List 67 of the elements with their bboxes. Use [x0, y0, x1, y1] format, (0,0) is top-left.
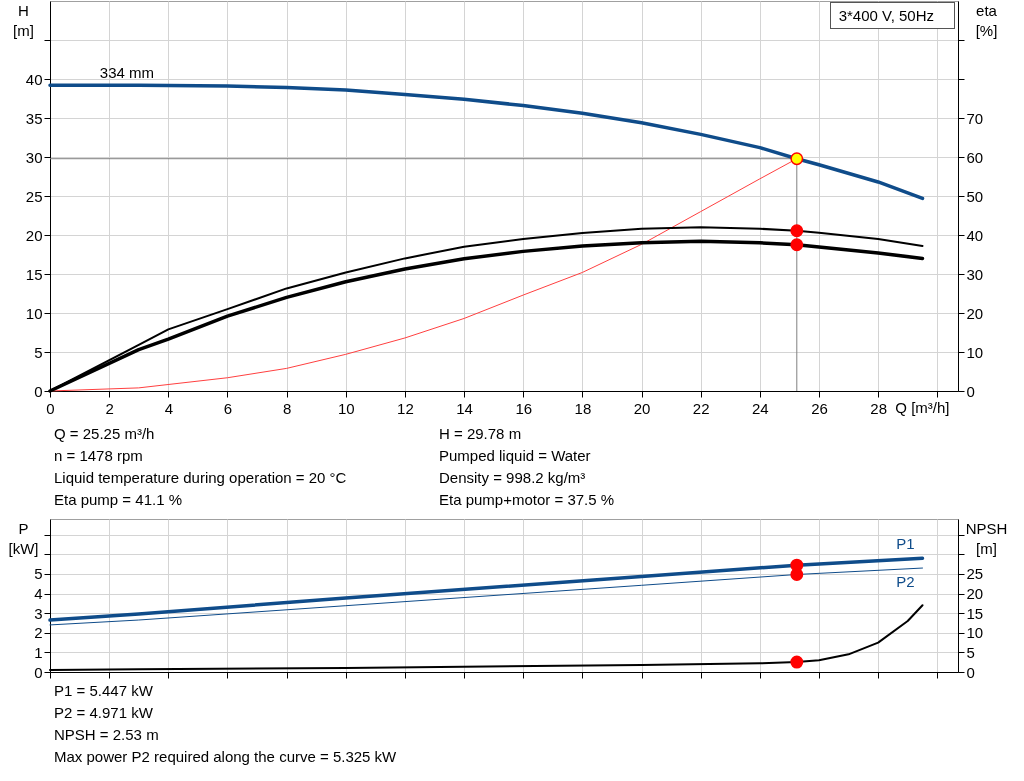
y2-tick-label: 40 — [966, 226, 984, 244]
annotation: 334 mm — [99, 64, 154, 82]
text: P2 = 4.971 kW — [54, 703, 154, 723]
text: Liquid temperature during operation = 20 °C — [54, 468, 348, 488]
text: Q = 25.25 m³/h — [54, 424, 156, 444]
y-tick-label: 4 — [34, 585, 43, 603]
y2-tick-label: 10 — [966, 343, 984, 361]
y-tick-label: 5 — [34, 343, 43, 361]
text: Density = 998.2 kg/m³ — [439, 468, 587, 488]
y-tick-label: 0 — [34, 382, 43, 400]
y-tick-label: 1 — [34, 643, 43, 661]
x-axis-title: Q [m³/h] — [895, 398, 950, 416]
x-tick-label: 4 — [164, 399, 173, 417]
x-tick-label: 28 — [870, 399, 887, 417]
y-tick-label: 20 — [25, 226, 43, 244]
y2-tick-label: 5 — [966, 643, 975, 661]
y2-tick-label: 20 — [966, 304, 984, 322]
y-tick-label: 3 — [34, 604, 43, 622]
line-series — [48, 556, 925, 622]
y2-tick-label: 25 — [966, 565, 984, 583]
y-tick-label: 10 — [25, 304, 43, 322]
series-label: P2 — [896, 573, 915, 591]
y-tick-label: 25 — [25, 187, 43, 205]
x-tick-label: 10 — [337, 399, 355, 417]
y-axis-title: H [m] — [13, 1, 34, 39]
chart-title: 3*400 V, 50Hz — [829, 2, 955, 29]
y-tick-label: 0 — [34, 663, 43, 681]
line-series — [49, 567, 924, 626]
x-tick-label: 26 — [811, 399, 828, 417]
text: NPSH = 2.53 m — [54, 725, 160, 745]
y2-tick-label: 50 — [966, 187, 984, 205]
text: Eta pump+motor = 37.5 % — [439, 490, 616, 510]
x-tick-label: 20 — [633, 399, 651, 417]
y2-tick-label: 70 — [966, 109, 984, 127]
y2-tick-label: 30 — [966, 265, 984, 283]
x-tick-label: 18 — [574, 399, 592, 417]
x-tick-label: 6 — [223, 399, 233, 417]
x-tick-label: 24 — [751, 399, 769, 417]
x-tick-label: 0 — [46, 399, 55, 417]
x-tick-label: 2 — [105, 399, 114, 417]
y2-tick-label: 20 — [966, 585, 984, 603]
y-tick-label: 30 — [25, 148, 43, 166]
series-label: P1 — [896, 535, 915, 553]
text: H = 29.78 m — [439, 424, 523, 444]
y2-tick-label: 0 — [966, 663, 975, 681]
y2-tick-label: 60 — [966, 148, 984, 166]
y-tick-label: 40 — [25, 70, 43, 88]
x-tick-label: 14 — [456, 399, 473, 417]
text: Eta pump = 41.1 % — [54, 490, 183, 510]
text: Max power P2 required along the curve = 5.325 kW — [54, 747, 398, 767]
y2-tick-label: 10 — [966, 624, 984, 642]
y2-axis-title: eta [%] — [975, 1, 998, 39]
x-tick-label: 22 — [692, 399, 710, 417]
x-tick-label: 8 — [282, 399, 292, 417]
text: n = 1478 rpm — [54, 446, 144, 466]
y-tick-label: 15 — [25, 265, 43, 283]
text: Pumped liquid = Water — [439, 446, 592, 466]
x-tick-label: 12 — [397, 399, 414, 417]
y-tick-label: 5 — [34, 565, 43, 583]
y-tick-label: 35 — [25, 109, 43, 127]
y2-tick-label: 0 — [966, 382, 975, 400]
y-tick-label: 2 — [34, 624, 43, 642]
x-tick-label: 16 — [515, 399, 533, 417]
y2-axis-title: NPSH [m] — [965, 519, 1008, 557]
y2-tick-label: 15 — [966, 604, 984, 622]
text: P1 = 5.447 kW — [54, 681, 154, 701]
y-axis-title: P [kW] — [8, 519, 39, 557]
